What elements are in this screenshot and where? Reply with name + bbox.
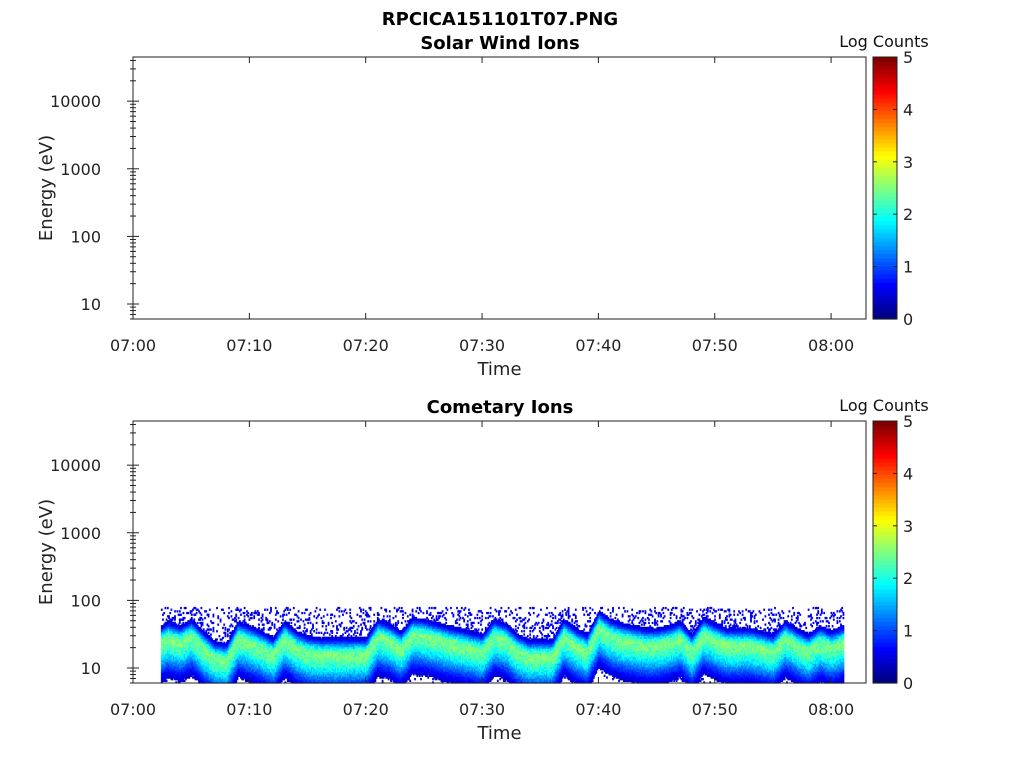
y-tick-label: 10 <box>81 659 101 678</box>
colorbar-tick-label: 3 <box>903 153 913 172</box>
y-tick-label: 100 <box>70 591 101 610</box>
colorbar-tick-label: 5 <box>903 412 913 431</box>
x-tick-label: 07:20 <box>343 700 389 719</box>
x-tick-label: 07:00 <box>110 700 156 719</box>
panel-title: Solar Wind Ions <box>420 33 579 54</box>
x-tick-label: 08:00 <box>808 336 854 355</box>
panel-cometary: Cometary Ions 07:00 07:10 07:20 07:30 07:40 0… <box>36 396 929 744</box>
y-axis: 10 100 1000 10000 <box>50 59 139 320</box>
x-axis-label: Time <box>476 723 521 744</box>
colorbar-tick-label: 3 <box>903 517 913 536</box>
y-axis: 10 100 1000 10000 <box>50 423 139 684</box>
panel-solar-wind: Solar Wind Ions 07:00 07:10 07:20 07:30 07:4… <box>36 32 929 380</box>
colorbar-tick-label: 0 <box>903 310 913 329</box>
y-tick-label: 100 <box>70 227 101 246</box>
x-tick-label: 07:30 <box>459 336 505 355</box>
x-tick-label: 07:00 <box>110 336 156 355</box>
colorbar-title: Log Counts <box>839 396 929 415</box>
x-tick-label: 08:00 <box>808 700 854 719</box>
plot-frame <box>132 420 867 684</box>
panel-title: Cometary Ions <box>427 397 574 418</box>
figure-title: RPCICA151101T07.PNG <box>382 9 618 30</box>
colorbar: 0 1 2 3 4 5 <box>872 412 913 693</box>
x-axis-label: Time <box>476 359 521 380</box>
y-tick-label: 1000 <box>60 160 101 179</box>
x-tick-label: 07:20 <box>343 336 389 355</box>
x-tick-label: 07:30 <box>459 700 505 719</box>
x-tick-label: 07:40 <box>575 700 621 719</box>
x-axis: 07:00 07:10 07:20 07:30 07:40 07:50 08:00 <box>110 57 854 355</box>
colorbar-title: Log Counts <box>839 32 929 51</box>
x-tick-label: 07:50 <box>692 336 738 355</box>
x-tick-label: 07:10 <box>226 336 272 355</box>
colorbar-tick-label: 4 <box>903 100 913 119</box>
y-tick-label: 10000 <box>50 92 101 111</box>
colorbar-tick-label: 4 <box>903 464 913 483</box>
y-axis-label: Energy (eV) <box>36 499 57 605</box>
colorbar-tick-label: 0 <box>903 674 913 693</box>
y-tick-label: 10000 <box>50 456 101 475</box>
colorbar-tick-label: 1 <box>903 622 913 641</box>
colorbar-tick-label: 2 <box>903 205 913 224</box>
y-axis-label: Energy (eV) <box>36 135 57 241</box>
y-tick-label: 10 <box>81 295 101 314</box>
y-tick-label: 1000 <box>60 524 101 543</box>
colorbar: 0 1 2 3 4 5 <box>872 48 913 329</box>
colorbar-tick-label: 5 <box>903 48 913 67</box>
colorbar-tick-label: 1 <box>903 258 913 277</box>
x-tick-label: 07:40 <box>575 336 621 355</box>
plot-frame <box>132 56 867 320</box>
colorbar-tick-label: 2 <box>903 569 913 588</box>
x-tick-label: 07:50 <box>692 700 738 719</box>
heatmap-area <box>160 606 845 684</box>
x-axis: 07:00 07:10 07:20 07:30 07:40 07:50 08:00 <box>110 421 854 719</box>
x-tick-label: 07:10 <box>226 700 272 719</box>
